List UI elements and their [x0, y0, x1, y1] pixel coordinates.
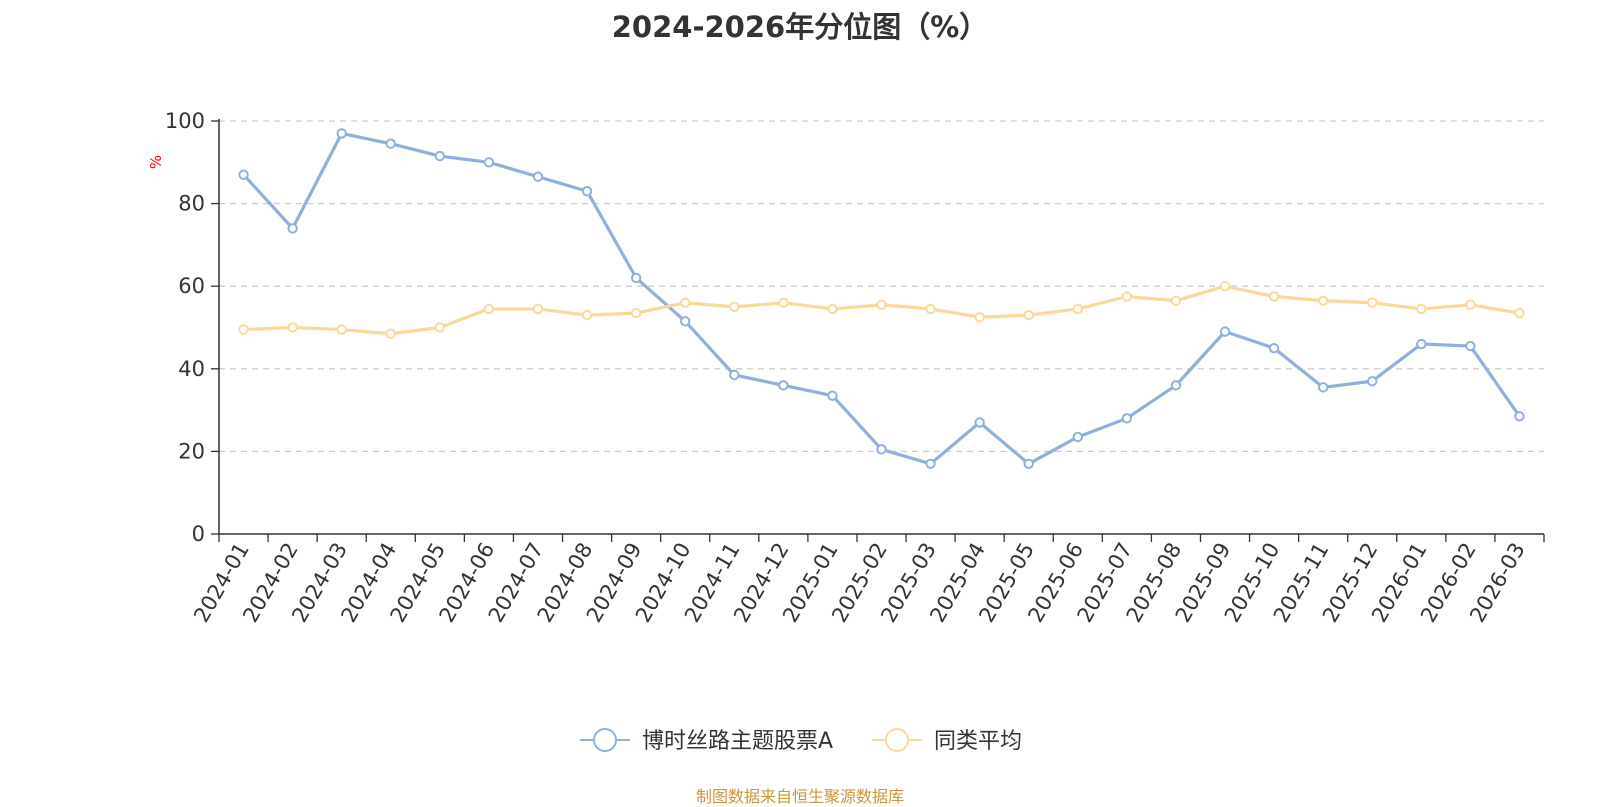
data-point: [581, 186, 593, 197]
series-lines: [238, 128, 1525, 469]
data-point: [1514, 411, 1525, 422]
data-point: [925, 458, 936, 469]
legend-marker: [885, 728, 909, 752]
data-point: [778, 297, 789, 308]
legend-label: 同类平均: [934, 729, 1022, 754]
data-point: [1219, 326, 1231, 337]
data-point: [1072, 431, 1083, 443]
data-point: [974, 311, 985, 323]
data-point: [1121, 413, 1133, 424]
data-point: [1023, 458, 1034, 469]
y-axis-label: %: [147, 155, 165, 169]
data-point: [974, 417, 985, 428]
data-point: [680, 297, 691, 308]
data-point: [1317, 382, 1329, 393]
legend-item-1[interactable]: 博时丝路主题股票A: [580, 728, 833, 754]
chart-title: 2024-2026年分位图（%）: [611, 10, 989, 44]
data-point: [876, 299, 887, 310]
data-point: [925, 303, 936, 315]
series-2: [238, 281, 1525, 339]
y-tick-label: 80: [178, 192, 205, 216]
data-point: [238, 324, 249, 335]
data-point: [483, 303, 495, 315]
data-point: [1170, 380, 1182, 391]
data-point: [827, 390, 838, 401]
source-note: 制图数据来自恒生聚源数据库: [695, 787, 904, 806]
data-point: [1317, 295, 1329, 306]
grid-lines: [219, 120, 1544, 453]
series-1: [238, 128, 1525, 469]
data-point: [434, 322, 446, 333]
data-point: [680, 316, 691, 327]
data-point: [729, 301, 740, 313]
data-point: [1367, 375, 1378, 387]
data-point: [1170, 295, 1182, 306]
data-point: [1416, 338, 1427, 350]
legend-marker: [593, 728, 617, 752]
data-point: [827, 303, 838, 315]
data-point: [336, 324, 347, 335]
data-point: [1023, 309, 1034, 321]
data-point: [1514, 307, 1525, 319]
data-point: [385, 138, 396, 149]
data-point: [1121, 291, 1133, 302]
series-line: [241, 131, 1522, 466]
data-point: [778, 380, 789, 391]
data-point: [1219, 281, 1231, 292]
data-point: [434, 150, 446, 162]
data-point: [532, 171, 544, 182]
data-point: [630, 307, 642, 319]
data-point: [630, 272, 642, 284]
axes: 020406080100%2024-012024-022024-032024-0…: [147, 109, 1545, 626]
y-tick-label: 0: [192, 522, 205, 546]
data-point: [336, 128, 347, 139]
data-point: [385, 328, 396, 339]
legend-label: 博时丝路主题股票A: [642, 729, 833, 754]
data-point: [1416, 303, 1427, 315]
data-point: [876, 444, 887, 455]
data-point: [483, 157, 495, 168]
data-point: [287, 223, 298, 234]
data-point: [1072, 303, 1083, 315]
data-point: [1465, 299, 1476, 310]
data-point: [1465, 340, 1476, 352]
data-point: [238, 169, 249, 180]
data-point: [287, 322, 298, 333]
data-point: [1367, 297, 1378, 308]
data-point: [581, 309, 593, 321]
data-point: [1268, 291, 1280, 302]
y-tick-label: 20: [178, 439, 205, 463]
y-tick-label: 40: [178, 357, 205, 381]
data-point: [729, 369, 740, 381]
legend[interactable]: 博时丝路主题股票A 同类平均: [580, 728, 1022, 754]
data-point: [532, 303, 544, 315]
legend-item-2[interactable]: 同类平均: [872, 728, 1022, 754]
data-point: [1268, 342, 1280, 354]
y-tick-label: 100: [165, 109, 205, 133]
y-tick-label: 60: [178, 274, 205, 298]
